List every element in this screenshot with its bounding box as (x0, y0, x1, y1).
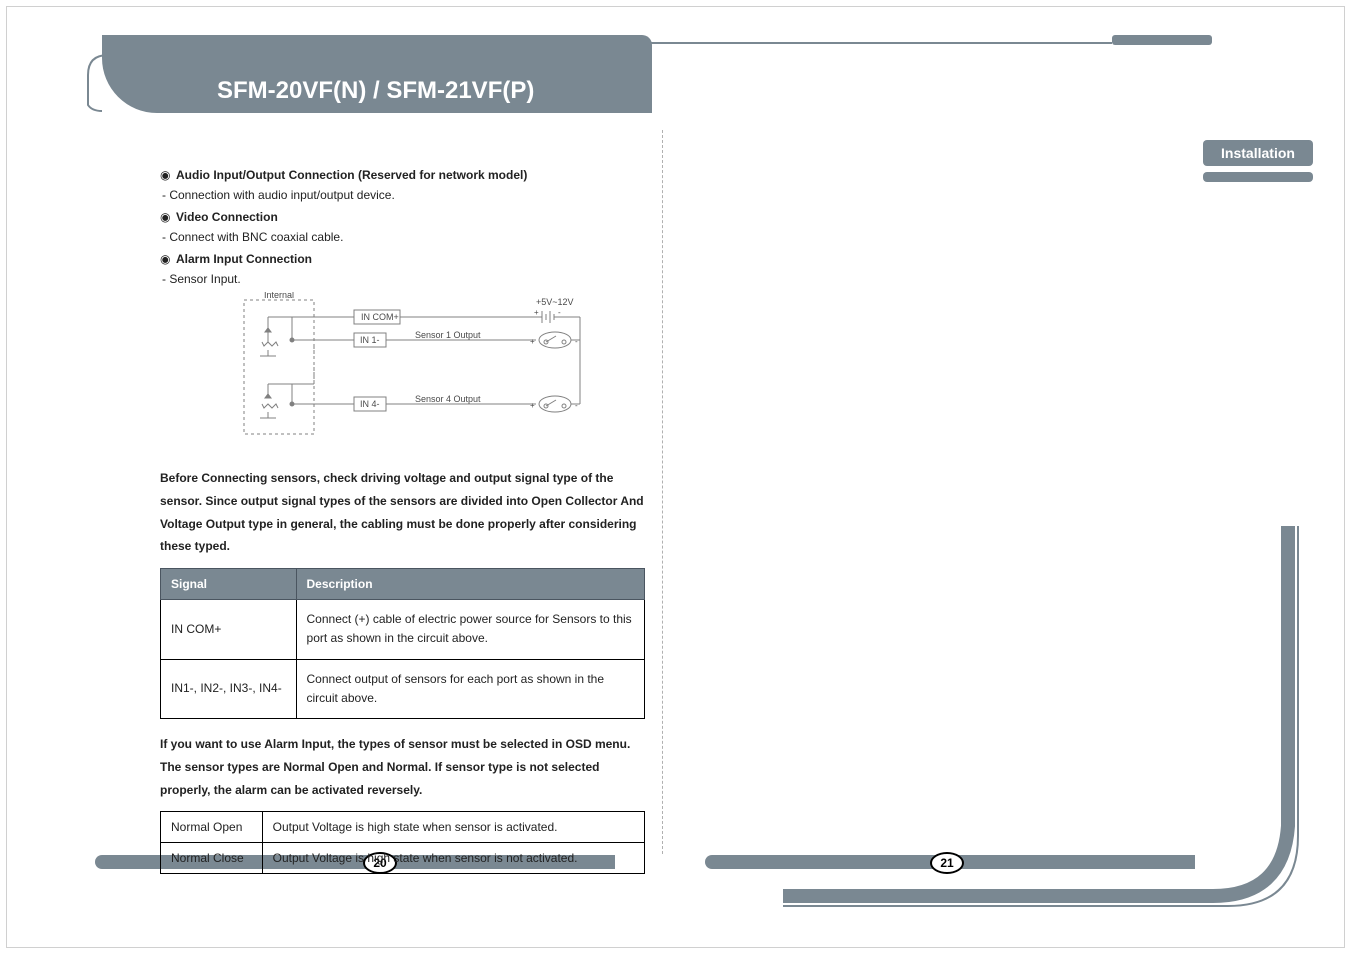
svg-text:-: - (575, 337, 578, 346)
bullet-subline: - Connection with audio input/output dev… (162, 188, 645, 202)
signal-cell: Connect (+) cable of electric power sour… (296, 600, 644, 659)
bullet-subline: - Connect with BNC coaxial cable. (162, 230, 645, 244)
page-divider (662, 130, 663, 854)
header-decor-svg (82, 35, 1212, 123)
circuit-label-incom: IN COM+ (361, 312, 399, 322)
bullet-heading: ◉ Audio Input/Output Connection (Reserved… (160, 168, 645, 182)
bullet-title: Audio Input/Output Connection (Reserved … (176, 168, 527, 182)
bullet-icon: ◉ (160, 210, 170, 224)
svg-text:+: + (530, 401, 535, 410)
type-cell: Normal Open (161, 812, 263, 843)
bullet-heading: ◉ Video Connection (160, 210, 645, 224)
bullets-block: ◉ Audio Input/Output Connection (Reserved… (160, 168, 645, 286)
svg-text:-: - (575, 401, 578, 410)
signal-table-header-0: Signal (161, 569, 297, 600)
circuit-label-internal: Internal (264, 292, 294, 300)
osd-paragraph: If you want to use Alarm Input, the type… (160, 733, 645, 801)
page-number-right: 21 (930, 852, 964, 874)
bullet-title: Alarm Input Connection (176, 252, 312, 266)
bullet-icon: ◉ (160, 168, 170, 182)
circuit-batt-minus: - (558, 308, 561, 317)
bullet-heading: ◉ Alarm Input Connection (160, 252, 645, 266)
bullet-title: Video Connection (176, 210, 278, 224)
installation-underbar (1203, 172, 1313, 182)
header-bar: SFM-20VF(N) / SFM-21VF(P) (82, 35, 1212, 123)
signal-table: Signal Description IN COM+ Connect (+) c… (160, 568, 645, 719)
left-page-content: ◉ Audio Input/Output Connection (Reserved… (160, 160, 645, 874)
sensor-type-table: Normal Open Output Voltage is high state… (160, 811, 645, 874)
table-row: Normal Open Output Voltage is high state… (161, 812, 645, 843)
sensor-warning-paragraph: Before Connecting sensors, check driving… (160, 467, 645, 558)
table-row: IN COM+ Connect (+) cable of electric po… (161, 600, 645, 659)
signal-cell: Connect output of sensors for each port … (296, 659, 644, 718)
circuit-label-volt: +5V~12V (536, 297, 574, 307)
table-row: Normal Close Output Voltage is high stat… (161, 843, 645, 874)
type-cell: Output Voltage is high state when sensor… (262, 812, 644, 843)
type-cell: Output Voltage is high state when sensor… (262, 843, 644, 874)
signal-cell: IN COM+ (161, 600, 297, 659)
svg-text:+: + (530, 337, 535, 346)
circuit-label-s4: Sensor 4 Output (415, 394, 481, 404)
circuit-diagram: Internal IN COM+ +5V~12V + - (240, 292, 600, 442)
installation-label: Installation (1203, 140, 1313, 166)
bullet-subline: - Sensor Input. (162, 272, 645, 286)
signal-cell: IN1-, IN2-, IN3-, IN4- (161, 659, 297, 718)
circuit-batt-plus: + (534, 308, 539, 317)
installation-chip: Installation (1203, 140, 1313, 185)
circuit-label-s1: Sensor 1 Output (415, 330, 481, 340)
signal-table-header-1: Description (296, 569, 644, 600)
circuit-label-in1: IN 1- (360, 335, 380, 345)
table-row: IN1-, IN2-, IN3-, IN4- Connect output of… (161, 659, 645, 718)
type-cell: Normal Close (161, 843, 263, 874)
bullet-icon: ◉ (160, 252, 170, 266)
circuit-label-in4: IN 4- (360, 399, 380, 409)
